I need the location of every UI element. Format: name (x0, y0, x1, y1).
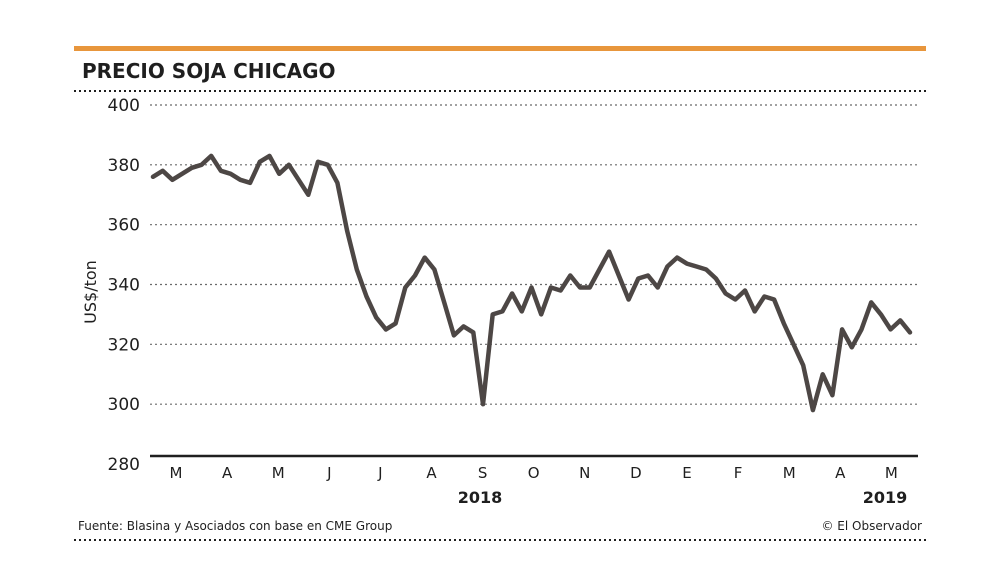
x-tick-label: O (528, 464, 540, 482)
y-tick-label: 280 (108, 455, 140, 475)
y-axis-ticks: 400 380 360 340 320 300 280 (108, 96, 140, 475)
y-tick-label: 380 (108, 156, 140, 176)
gridlines (150, 104, 918, 405)
x-tick-label: J (326, 464, 331, 482)
top-accent-bar (74, 46, 926, 51)
x-tick-label: M (170, 464, 183, 482)
y-tick-label: 320 (108, 335, 140, 355)
x-tick-label: J (377, 464, 382, 482)
x-tick-label: E (682, 464, 691, 482)
y-tick-label: 400 (108, 96, 140, 116)
x-tick-label: F (734, 464, 743, 482)
year-label: 2018 (458, 488, 503, 507)
y-tick-label: 360 (108, 216, 140, 236)
x-tick-label: S (478, 464, 488, 482)
x-tick-label: M (783, 464, 796, 482)
y-tick-label: 340 (108, 276, 140, 296)
chart-title: PRECIO SOJA CHICAGO (82, 59, 336, 83)
source-note: Fuente: Blasina y Asociados con base en … (78, 519, 392, 533)
x-tick-label: M (885, 464, 898, 482)
x-tick-label: A (426, 464, 437, 482)
y-axis-label: US$/ton (81, 260, 100, 324)
y-tick-label: 300 (108, 395, 140, 415)
year-label: 2019 (863, 488, 908, 507)
x-tick-label: A (222, 464, 233, 482)
x-tick-label: M (272, 464, 285, 482)
credit-note: © El Observador (821, 519, 922, 533)
x-tick-label: D (630, 464, 642, 482)
x-tick-label: N (579, 464, 590, 482)
x-tick-label: A (835, 464, 846, 482)
price-series-line (150, 153, 913, 413)
year-labels: 2018 2019 (458, 488, 908, 507)
